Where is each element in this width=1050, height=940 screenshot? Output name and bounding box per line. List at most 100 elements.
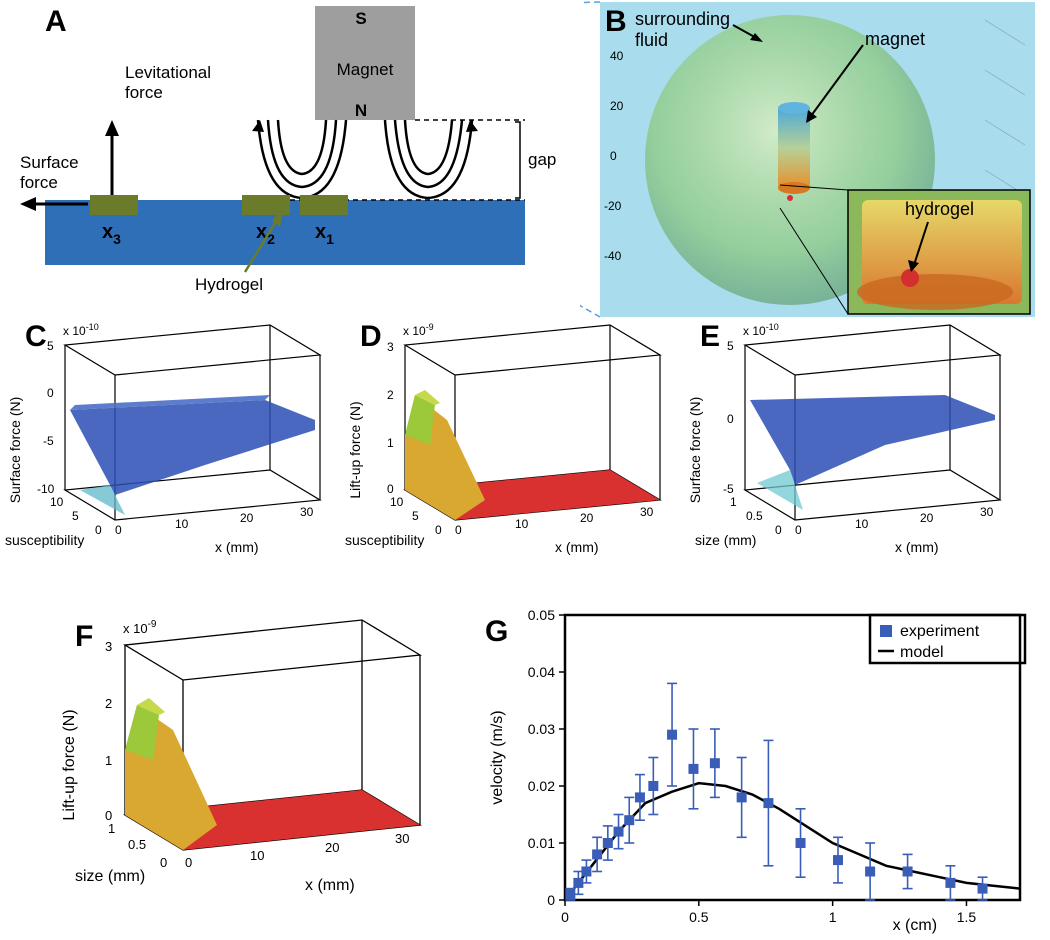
svg-text:20: 20 [920,511,934,525]
svg-text:velocity (m/s): velocity (m/s) [489,710,506,804]
label-fluid: fluid [635,30,668,50]
legend-model: model [900,644,944,661]
svg-text:0.5: 0.5 [128,837,146,852]
svg-text:0: 0 [435,523,442,537]
svg-text:x 10-9: x 10-9 [403,322,434,338]
label-B: B [605,5,627,39]
ylabel-C: susceptibility [5,532,84,548]
svg-text:2: 2 [105,696,112,711]
svg-text:30: 30 [300,505,314,519]
zlabel-F: Lift-up force (N) [61,709,78,820]
ylabel-D: susceptibility [345,532,424,548]
svg-text:5: 5 [72,509,79,523]
svg-text:1.5: 1.5 [957,909,977,925]
ylabel-F: size (mm) [75,868,145,885]
xlabel-C: x (mm) [215,539,259,555]
svg-text:5: 5 [727,339,734,353]
panel-G-chart: experiment model 00.511.500.010.020.030.… [480,600,1040,935]
label-magnet: Magnet [337,60,394,79]
svg-text:10: 10 [390,495,404,509]
svg-text:x 10-10: x 10-10 [63,322,99,338]
svg-text:force: force [125,83,163,102]
svg-text:0: 0 [610,149,617,163]
svg-text:-20: -20 [604,199,622,213]
svg-text:5: 5 [47,339,54,353]
svg-text:1: 1 [829,909,837,925]
panel-G: experiment model 00.511.500.010.020.030.… [480,600,1040,935]
label-D: D [360,320,382,354]
svg-text:0: 0 [115,523,122,537]
svg-text:10: 10 [515,517,529,531]
svg-text:30: 30 [395,831,409,846]
label-F: F [75,620,93,654]
ylabel-E: size (mm) [695,532,756,548]
panel-E: 5 0 -5 x 10-10 Surface force (N) 0 10 20… [680,320,1025,595]
svg-text:3: 3 [387,340,394,354]
svg-text:30: 30 [640,505,654,519]
svg-text:x 10-9: x 10-9 [123,619,157,636]
panel-F: 3 2 1 0 x 10-9 Lift-up force (N) 0 10 20… [50,615,445,930]
panel-A: S Magnet N gap x1 x2 x3 Levitational for… [20,0,570,300]
svg-text:1: 1 [730,495,737,509]
label-hydrogel-b: hydrogel [905,199,974,219]
panel-A-diagram: S Magnet N gap x1 x2 x3 Levitational for… [20,0,570,300]
svg-text:-5: -5 [723,482,734,496]
svg-text:0: 0 [95,523,102,537]
svg-text:Surface: Surface [20,153,79,172]
svg-text:-40: -40 [604,249,622,263]
label-C: C [25,320,47,354]
panel-C: 5 0 -5 -10 x 10-10 Surface force (N) 0 1… [0,320,345,595]
svg-text:-5: -5 [43,434,54,448]
xlabel-D: x (mm) [555,539,599,555]
svg-text:0: 0 [387,482,394,496]
svg-text:20: 20 [240,511,254,525]
svg-text:40: 40 [610,49,624,63]
svg-text:0: 0 [160,855,167,870]
svg-text:0: 0 [561,909,569,925]
label-E: E [700,320,720,354]
svg-text:0.01: 0.01 [528,835,555,851]
label-G: G [485,615,508,649]
svg-text:0.05: 0.05 [528,607,555,623]
svg-text:0: 0 [185,855,192,870]
svg-text:10: 10 [250,848,264,863]
xlabel-E: x (mm) [895,539,939,555]
svg-text:force: force [20,173,58,192]
svg-text:-10: -10 [37,482,55,496]
label-S: S [355,9,366,28]
svg-text:30: 30 [980,505,994,519]
svg-text:x 10-10: x 10-10 [743,322,779,338]
svg-text:0: 0 [775,523,782,537]
label-N: N [355,101,367,120]
svg-text:1: 1 [108,821,115,836]
zlabel-E: Surface force (N) [687,397,703,504]
svg-text:0.5: 0.5 [746,509,763,523]
svg-text:0.03: 0.03 [528,721,555,737]
panel-D: 3 2 1 0 x 10-9 Lift-up force (N) 0 10 20… [340,320,685,595]
svg-text:1: 1 [387,436,394,450]
svg-text:0: 0 [547,892,555,908]
svg-text:0: 0 [455,523,462,537]
zlabel-C: Surface force (N) [7,397,23,504]
label-gap: gap [528,150,556,169]
xlabel-F: x (mm) [305,877,355,894]
zlabel-D: Lift-up force (N) [347,401,363,498]
svg-text:x (cm): x (cm) [893,917,937,934]
svg-text:10: 10 [50,495,64,509]
svg-text:0: 0 [727,412,734,426]
svg-text:2: 2 [387,388,394,402]
svg-text:0.5: 0.5 [689,909,709,925]
panel-B-render: surrounding fluid magnet 40 20 0 -20 -40… [580,0,1040,320]
svg-text:Levitational: Levitational [125,63,211,82]
panel-B: surrounding fluid magnet 40 20 0 -20 -40… [580,0,1040,320]
svg-text:1: 1 [105,753,112,768]
svg-text:5: 5 [412,509,419,523]
svg-text:0.02: 0.02 [528,778,555,794]
svg-text:3: 3 [105,639,112,654]
label-magnet-b: magnet [865,29,925,49]
svg-text:0: 0 [795,523,802,537]
label-A: A [45,5,67,39]
svg-text:0: 0 [47,386,54,400]
svg-text:20: 20 [325,840,339,855]
svg-text:10: 10 [175,517,189,531]
